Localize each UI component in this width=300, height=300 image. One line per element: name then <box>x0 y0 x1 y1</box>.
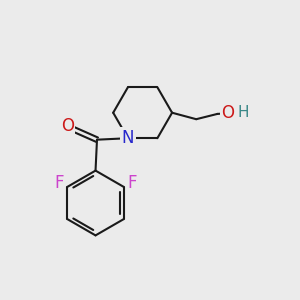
Text: F: F <box>127 174 136 192</box>
Text: H: H <box>237 105 249 120</box>
Text: N: N <box>122 129 134 147</box>
Text: N: N <box>122 129 134 147</box>
Text: O: O <box>61 117 74 135</box>
Text: F: F <box>55 174 64 192</box>
Text: O: O <box>221 104 234 122</box>
